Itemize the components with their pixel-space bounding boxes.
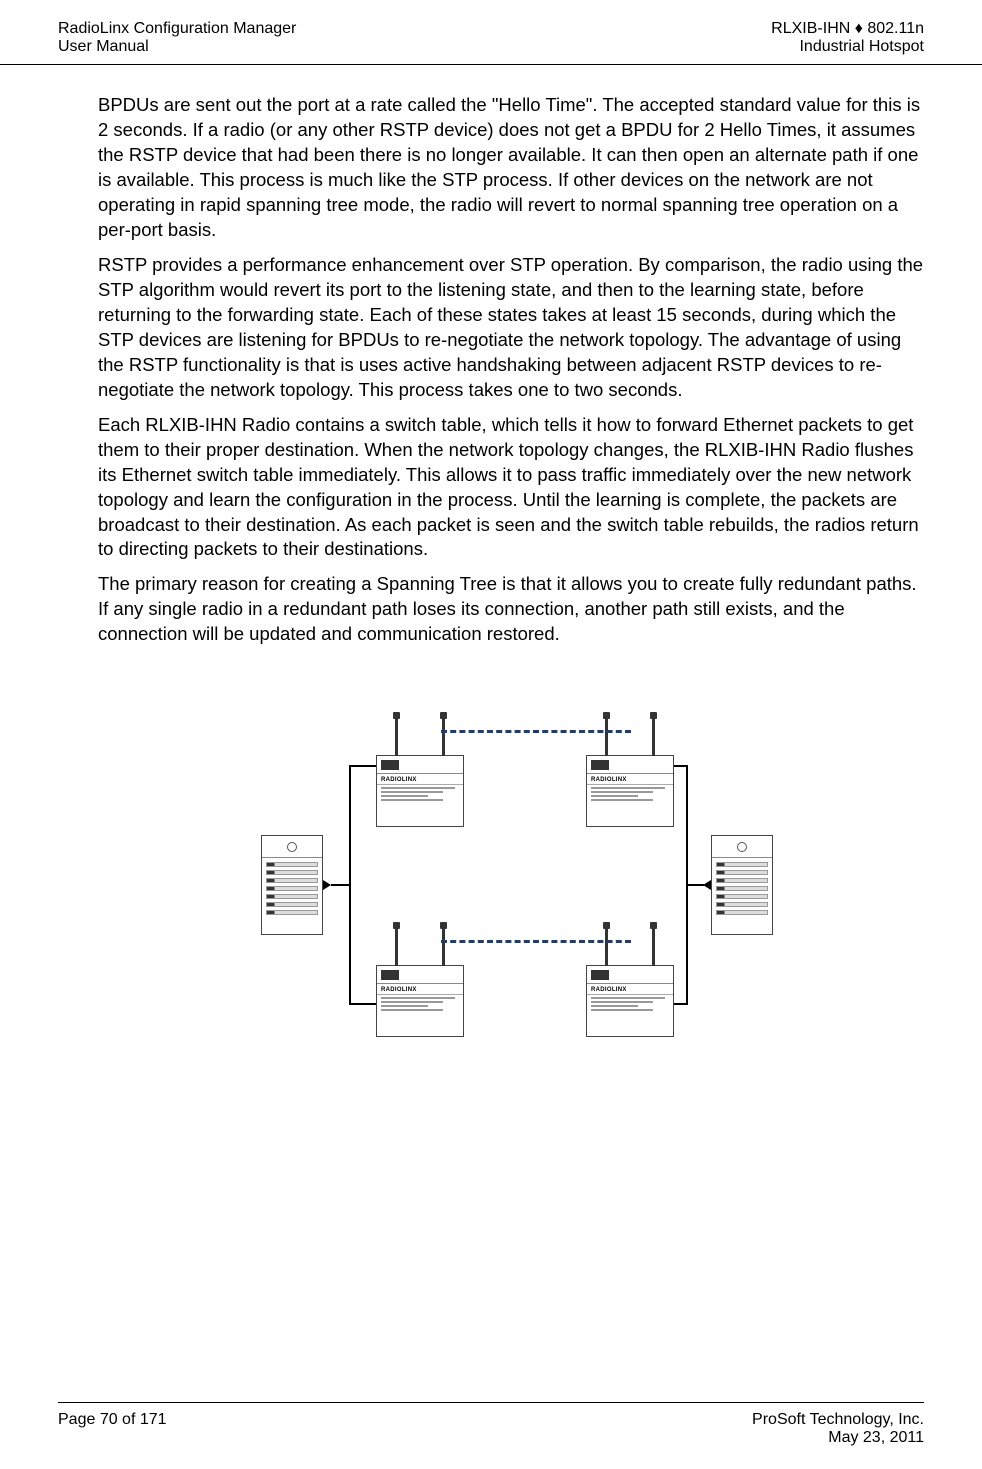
antenna-icon	[652, 716, 655, 756]
paragraph-4: The primary reason for creating a Spanni…	[98, 572, 924, 647]
header-right: RLXIB-IHN ♦ 802.11n Industrial Hotspot	[771, 20, 924, 56]
device-port-icon	[591, 970, 609, 980]
paragraph-2: RSTP provides a performance enhancement …	[98, 253, 924, 403]
device-port-icon	[381, 970, 399, 980]
device-brand-label: RADIOLINX	[377, 984, 463, 995]
header-model: RLXIB-IHN ♦ 802.11n	[771, 20, 924, 38]
radio-top-right: RADIOLINX	[586, 755, 674, 827]
device-slot-row	[377, 756, 463, 774]
page-header: RadioLinx Configuration Manager User Man…	[0, 0, 982, 65]
device-text-lines	[587, 785, 673, 805]
page-footer: Page 70 of 171 ProSoft Technology, Inc. …	[58, 1402, 924, 1447]
header-product: RadioLinx Configuration Manager	[58, 20, 296, 38]
arrow-icon	[703, 880, 711, 890]
header-doc-type: User Manual	[58, 38, 296, 56]
device-brand-label: RADIOLINX	[587, 984, 673, 995]
switch-port	[266, 862, 318, 867]
antenna-icon	[395, 926, 398, 966]
antenna-icon	[605, 716, 608, 756]
switch-ports	[262, 858, 322, 922]
antenna-icon	[442, 716, 445, 756]
switch-port	[716, 870, 768, 875]
switch-port	[716, 910, 768, 915]
wire	[349, 765, 376, 767]
switch-left	[261, 835, 323, 935]
radio-bottom-left: RADIOLINX	[376, 965, 464, 1037]
device-slot-row	[587, 756, 673, 774]
wireless-link-bottom	[441, 940, 631, 943]
switch-port	[716, 862, 768, 867]
switch-port	[716, 886, 768, 891]
footer-date: May 23, 2011	[752, 1429, 924, 1447]
antenna-icon	[395, 716, 398, 756]
antenna-icon	[605, 926, 608, 966]
device-slot-row	[587, 966, 673, 984]
switch-top	[262, 836, 322, 858]
device-port-icon	[591, 760, 609, 770]
diagram-container: RADIOLINX RADIOLINX	[98, 675, 924, 1095]
wireless-link-top	[441, 730, 631, 733]
wire	[349, 1003, 376, 1005]
device-brand-label: RADIOLINX	[377, 774, 463, 785]
device-text-lines	[377, 785, 463, 805]
device-port-icon	[381, 760, 399, 770]
switch-led-icon	[737, 842, 747, 852]
network-diagram: RADIOLINX RADIOLINX	[231, 675, 791, 1095]
header-left: RadioLinx Configuration Manager User Man…	[58, 20, 296, 56]
switch-port	[716, 894, 768, 899]
switch-top	[712, 836, 772, 858]
switch-ports	[712, 858, 772, 922]
switch-port	[266, 910, 318, 915]
paragraph-3: Each RLXIB-IHN Radio contains a switch t…	[98, 413, 924, 563]
radio-top-left: RADIOLINX	[376, 755, 464, 827]
page-content: BPDUs are sent out the port at a rate ca…	[0, 93, 982, 1095]
device-brand-label: RADIOLINX	[587, 774, 673, 785]
switch-port	[266, 894, 318, 899]
wire	[686, 765, 688, 1005]
switch-port	[266, 878, 318, 883]
switch-port	[266, 870, 318, 875]
arrow-icon	[323, 880, 331, 890]
device-text-lines	[587, 995, 673, 1015]
wire	[349, 765, 351, 1005]
antenna-icon	[652, 926, 655, 966]
switch-right	[711, 835, 773, 935]
antenna-icon	[442, 926, 445, 966]
device-text-lines	[377, 995, 463, 1015]
wire	[674, 1003, 687, 1005]
radio-bottom-right: RADIOLINX	[586, 965, 674, 1037]
footer-company: ProSoft Technology, Inc.	[752, 1411, 924, 1429]
paragraph-1: BPDUs are sent out the port at a rate ca…	[98, 93, 924, 243]
footer-right: ProSoft Technology, Inc. May 23, 2011	[752, 1411, 924, 1447]
footer-page-number: Page 70 of 171	[58, 1411, 167, 1447]
wire	[674, 765, 687, 767]
device-slot-row	[377, 966, 463, 984]
header-subtitle: Industrial Hotspot	[771, 38, 924, 56]
switch-port	[266, 886, 318, 891]
switch-port	[716, 878, 768, 883]
switch-port	[266, 902, 318, 907]
wire	[686, 884, 704, 886]
wire	[331, 884, 349, 886]
switch-port	[716, 902, 768, 907]
switch-led-icon	[287, 842, 297, 852]
